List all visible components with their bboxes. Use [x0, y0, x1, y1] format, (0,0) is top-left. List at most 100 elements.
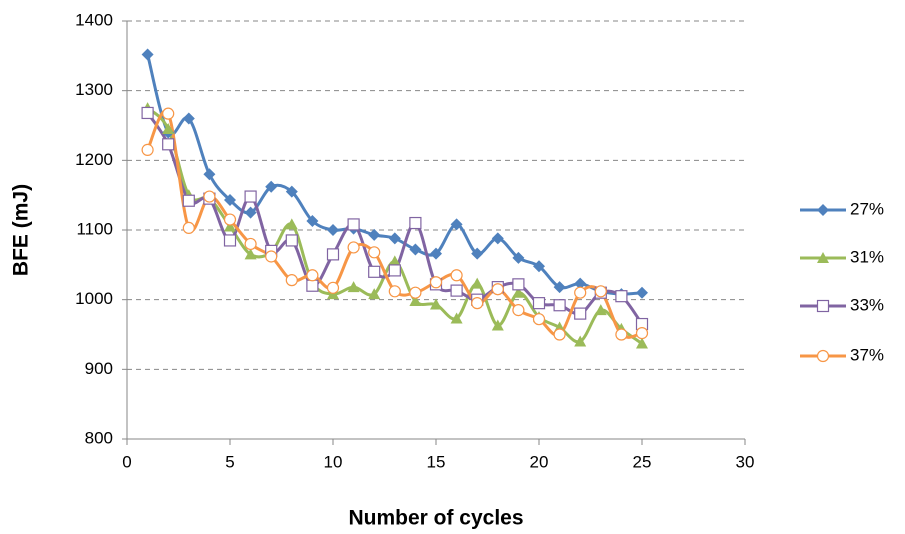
marker [388, 264, 401, 277]
legend-label: 37% [850, 345, 884, 364]
marker [223, 213, 237, 226]
marker [532, 313, 546, 326]
marker [450, 284, 463, 297]
marker [635, 327, 649, 340]
marker [368, 228, 381, 241]
x-tick-label: 20 [530, 452, 549, 471]
marker [162, 107, 175, 120]
marker [409, 295, 422, 307]
legend-label: 27% [850, 199, 884, 218]
x-tick-label: 15 [427, 452, 446, 471]
marker [368, 265, 381, 278]
marker [409, 243, 422, 256]
marker [285, 218, 298, 230]
marker [182, 112, 195, 125]
y-axis-title: BFE (mJ) [10, 184, 33, 276]
marker [512, 286, 525, 298]
marker [429, 276, 443, 289]
y-tick-label: 1100 [76, 219, 113, 238]
marker [141, 106, 154, 120]
marker [450, 312, 463, 324]
x-tick-label: 0 [122, 452, 131, 471]
marker [327, 224, 339, 236]
marker [471, 247, 484, 260]
marker [285, 185, 298, 198]
marker [574, 286, 587, 299]
marker [347, 281, 360, 293]
marker [450, 218, 463, 231]
marker [203, 190, 216, 203]
marker [471, 277, 484, 289]
marker [368, 288, 381, 300]
marker [491, 232, 504, 245]
marker [430, 298, 442, 310]
marker [347, 218, 360, 231]
marker [306, 269, 319, 282]
x-tick-label: 25 [633, 452, 652, 471]
marker [141, 143, 154, 156]
marker [203, 168, 216, 181]
y-tick-label: 800 [85, 428, 113, 447]
marker [512, 278, 525, 291]
marker [594, 304, 607, 316]
marker [285, 274, 298, 287]
legend-label: 33% [850, 295, 884, 314]
marker [636, 337, 648, 349]
legend-label: 31% [850, 247, 884, 266]
marker [491, 319, 504, 331]
marker [141, 48, 154, 61]
marker [491, 283, 504, 296]
marker [388, 255, 401, 267]
marker [553, 281, 566, 294]
marker [285, 234, 298, 247]
marker [388, 285, 401, 298]
marker [224, 220, 236, 232]
legend-marker [816, 299, 830, 313]
marker [409, 286, 422, 299]
marker [512, 304, 525, 317]
marker [306, 279, 319, 292]
marker [223, 234, 237, 247]
marker [594, 285, 607, 298]
legend-marker [817, 252, 829, 263]
marker [574, 307, 587, 320]
y-tick-label: 1400 [75, 10, 113, 29]
marker [265, 250, 278, 263]
marker [512, 251, 525, 264]
marker [574, 335, 587, 347]
marker [533, 260, 545, 273]
marker [326, 281, 340, 294]
marker [471, 297, 484, 310]
marker [574, 277, 587, 290]
marker [244, 190, 257, 203]
marker [553, 299, 566, 312]
marker [182, 221, 195, 235]
marker [326, 248, 340, 261]
marker [244, 206, 257, 219]
marker [162, 138, 175, 151]
marker [224, 194, 236, 207]
marker [636, 286, 648, 299]
marker [430, 247, 442, 260]
marker [615, 328, 628, 341]
marker [162, 122, 175, 134]
marker [450, 269, 463, 282]
legend-marker [817, 204, 829, 216]
marker [265, 180, 278, 193]
x-tick-label: 30 [736, 452, 755, 471]
marker [347, 241, 360, 254]
x-tick-label: 10 [324, 452, 343, 471]
marker [409, 216, 422, 230]
marker [368, 246, 381, 259]
marker [532, 297, 546, 310]
marker [182, 194, 195, 207]
y-tick-label: 1200 [75, 150, 113, 169]
marker [553, 328, 566, 341]
y-tick-label: 1300 [75, 80, 113, 99]
marker [244, 237, 257, 251]
x-tick-label: 5 [225, 452, 234, 471]
marker [615, 290, 628, 303]
marker [388, 232, 401, 245]
